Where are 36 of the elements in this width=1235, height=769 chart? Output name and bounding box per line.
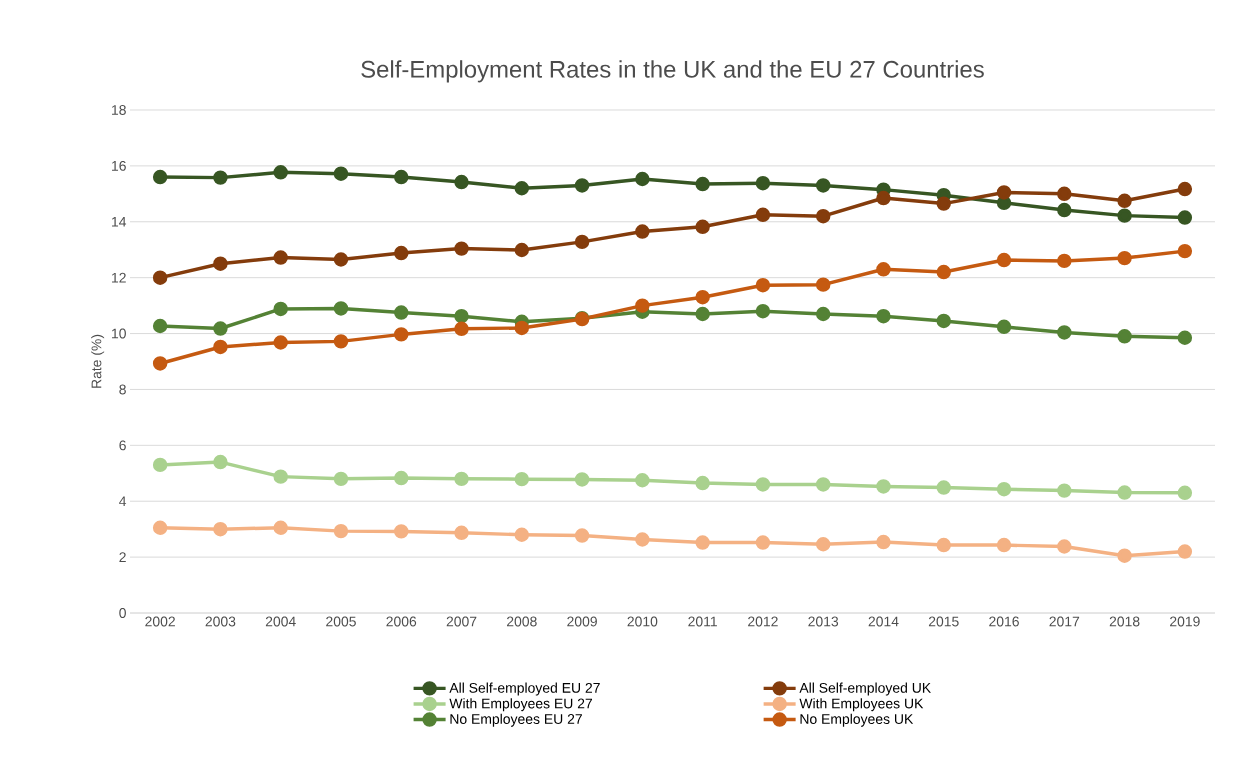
x-tick-label: 2009 [567,616,597,627]
y-tick-label: 12 [112,272,126,283]
y-tick-label: 18 [112,105,126,115]
x-tick-label: 2018 [1109,616,1140,627]
x-tick-label: 2002 [145,616,175,627]
x-tick-label: 2006 [386,616,417,627]
y-tick-label: 10 [112,328,126,339]
x-tick-label: 2003 [205,616,236,627]
x-tick-label: 2004 [265,616,296,627]
x-tick-label: 2014 [868,616,899,627]
legend-label: All Self-employed UK [799,682,931,696]
x-tick-label: 2005 [326,616,356,627]
y-tick-label: 8 [119,384,126,395]
y-tick-label: 2 [119,552,126,562]
x-tick-label: 2012 [748,616,778,627]
legend-label: With Employees UK [799,698,924,712]
y-tick-label: 6 [119,440,126,451]
legend-label: All Self-employed EU 27 [449,682,600,696]
x-tick-label: 2008 [506,616,537,627]
chart-title: Self-Employment Rates in the UK and the EU 27 Countries [361,60,984,83]
y-axis-title: Rate (%) [91,334,105,388]
legend-label: No Employees EU 27 [450,713,582,727]
legend-label: No Employees UK [800,713,914,727]
x-tick-label: 2016 [989,616,1019,627]
y-tick-label: 14 [112,216,127,227]
x-tick-label: 2007 [446,616,477,627]
x-tick-label: 2013 [808,616,839,627]
x-tick-label: 2010 [627,616,658,627]
x-tick-label: 2017 [1049,616,1080,627]
y-tick-label: 16 [112,160,126,171]
y-tick-label: 4 [119,496,127,507]
x-tick-label: 2019 [1170,616,1200,627]
legend-label: With Employees EU 27 [449,698,593,712]
x-tick-label: 2015 [928,616,959,627]
y-tick-label: 0 [119,608,126,618]
x-tick-label: 2011 [688,616,717,627]
